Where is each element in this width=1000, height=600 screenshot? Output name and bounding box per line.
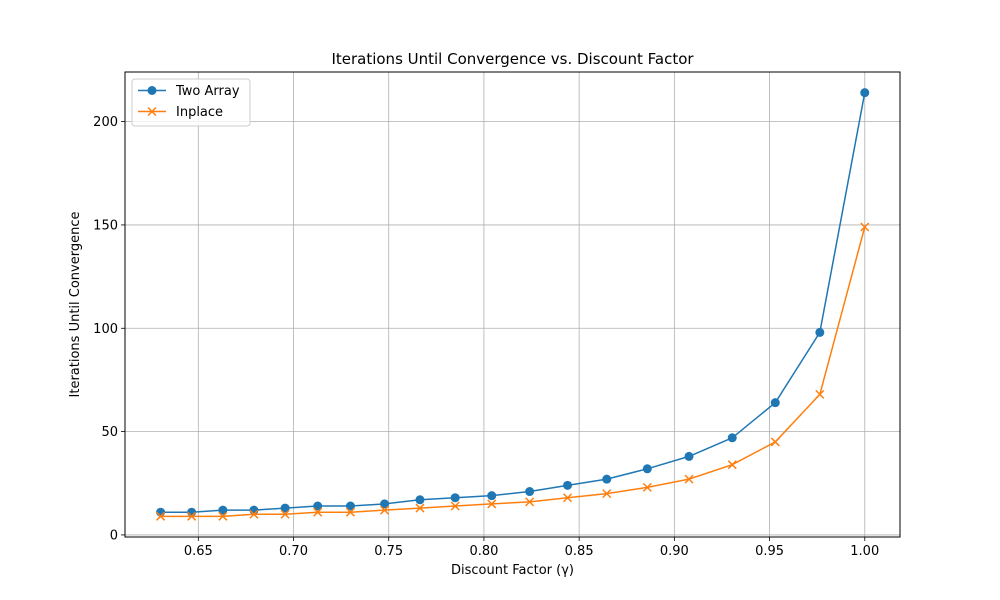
x-tick-label: 0.95 <box>755 544 784 559</box>
x-axis-label: Discount Factor (γ) <box>451 563 574 578</box>
data-point-two-array <box>380 499 390 509</box>
data-point-two-array <box>815 327 825 337</box>
data-point-two-array <box>415 495 425 505</box>
series-line-inplace <box>160 226 866 518</box>
data-point-two-array <box>487 491 497 501</box>
data-point-inplace <box>642 482 652 492</box>
x-tick-label: 0.85 <box>565 544 594 559</box>
x-tick-label: 0.65 <box>184 544 213 559</box>
data-point-two-array <box>218 505 228 515</box>
y-axis-label: Iterations Until Convergence <box>68 212 83 398</box>
y-tick-label: 100 <box>93 322 118 337</box>
y-axis-ticks: 0 50 100 150 200 <box>93 115 125 543</box>
data-point-inplace <box>727 460 737 470</box>
plot-area-frame <box>124 71 901 538</box>
legend-marker-two-array <box>147 86 157 95</box>
series-inplace <box>156 222 870 521</box>
data-point-inplace <box>815 389 825 399</box>
data-point-two-array <box>525 487 535 497</box>
x-axis-ticks: 0.65 0.70 0.75 0.80 0.85 0.90 0.95 1.00 <box>184 537 879 559</box>
grid <box>125 72 900 537</box>
series-two-array <box>156 88 870 517</box>
x-tick-label: 0.80 <box>469 544 498 559</box>
data-point-inplace <box>187 511 197 521</box>
x-tick-label: 0.90 <box>660 544 689 559</box>
data-point-inplace <box>525 497 535 507</box>
data-point-inplace <box>280 509 290 519</box>
data-point-two-array <box>602 474 612 484</box>
data-point-two-array <box>450 493 460 503</box>
data-point-inplace <box>380 505 390 515</box>
legend-marker-inplace <box>147 106 157 117</box>
data-point-inplace <box>156 511 166 521</box>
legend: Two Array Inplace <box>131 78 251 127</box>
data-point-inplace <box>487 499 497 509</box>
data-point-two-array <box>313 501 323 511</box>
data-point-two-array <box>684 451 694 461</box>
legend-label-inplace: Inplace <box>176 105 223 120</box>
data-point-two-array <box>642 464 652 474</box>
chart-title: Iterations Until Convergence vs. Discoun… <box>331 50 694 68</box>
data-point-inplace <box>249 509 259 519</box>
data-point-inplace <box>313 507 323 517</box>
data-point-inplace <box>218 511 228 521</box>
x-tick-label: 0.70 <box>279 544 308 559</box>
data-point-inplace <box>563 493 573 503</box>
data-point-two-array <box>860 88 870 98</box>
data-point-inplace <box>450 501 460 511</box>
data-point-inplace <box>770 437 780 447</box>
data-point-inplace <box>860 222 870 232</box>
legend-label-two-array: Two Array <box>175 84 240 99</box>
y-tick-label: 150 <box>93 218 118 233</box>
y-tick-label: 50 <box>101 425 118 440</box>
data-point-two-array <box>280 503 290 513</box>
data-point-inplace <box>415 503 425 513</box>
series-layer <box>156 88 870 521</box>
data-point-two-array <box>770 398 780 408</box>
data-point-inplace <box>684 474 694 484</box>
x-tick-label: 0.75 <box>374 544 403 559</box>
y-tick-label: 0 <box>110 528 118 543</box>
series-line-two-array <box>160 92 866 513</box>
data-point-two-array <box>345 501 355 511</box>
data-point-two-array <box>727 433 737 443</box>
data-point-two-array <box>563 480 573 490</box>
x-tick-label: 1.00 <box>850 544 879 559</box>
data-point-inplace <box>602 489 612 499</box>
y-tick-label: 200 <box>93 115 118 130</box>
data-point-inplace <box>345 507 355 517</box>
